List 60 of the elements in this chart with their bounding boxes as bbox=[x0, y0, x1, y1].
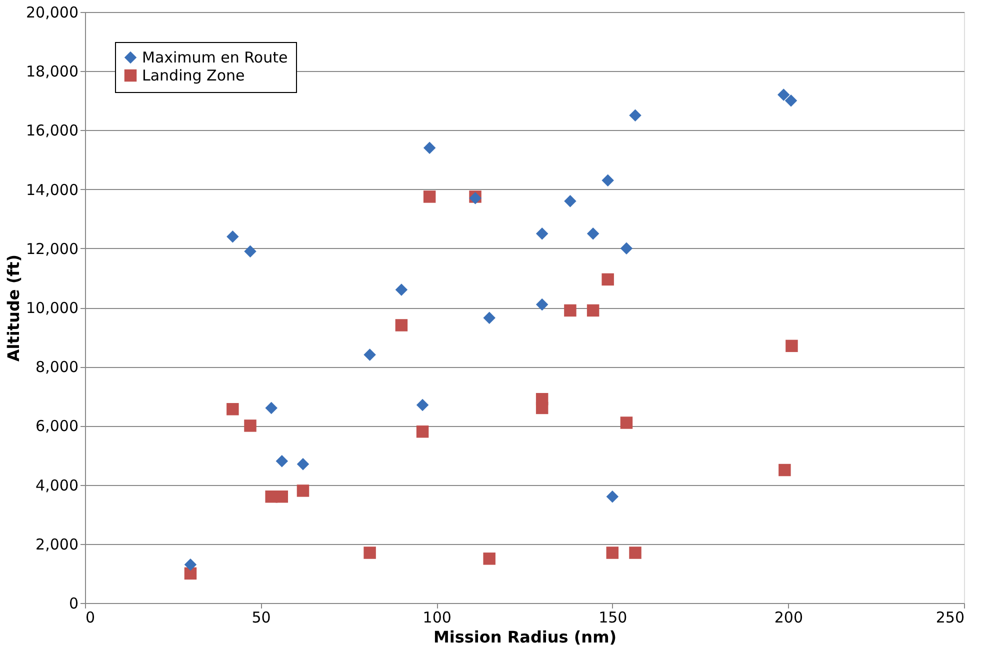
point bbox=[395, 319, 408, 332]
y-tick-label: 12,000 bbox=[26, 240, 78, 258]
point bbox=[564, 304, 576, 317]
point bbox=[564, 194, 576, 208]
point bbox=[602, 174, 614, 187]
y-tick-label: 20,000 bbox=[26, 4, 78, 22]
x-tick-label: 200 bbox=[774, 608, 804, 626]
x-tick-label: 250 bbox=[936, 608, 964, 626]
point bbox=[629, 546, 642, 559]
point bbox=[244, 420, 256, 432]
point bbox=[586, 304, 600, 317]
y-tick-label: 4,000 bbox=[36, 476, 78, 494]
point bbox=[423, 142, 436, 154]
point bbox=[364, 348, 376, 361]
point bbox=[226, 230, 239, 243]
y-axis-title: Altitude (ft) bbox=[4, 254, 24, 362]
point bbox=[536, 402, 548, 414]
y-tick-label: 6,000 bbox=[36, 417, 78, 436]
x-axis-title: Mission Radius (nm) bbox=[433, 628, 617, 646]
y-tick-label: 10,000 bbox=[26, 299, 78, 317]
point bbox=[536, 298, 548, 311]
y-tick-label: 18,000 bbox=[26, 62, 78, 81]
point bbox=[602, 273, 614, 286]
x-tick-label: 100 bbox=[422, 608, 452, 626]
y-tick-label: 0 bbox=[68, 594, 78, 612]
point bbox=[778, 464, 791, 476]
point bbox=[784, 94, 798, 107]
point bbox=[276, 490, 288, 503]
point bbox=[296, 484, 310, 497]
y-tick-label: 8,000 bbox=[36, 358, 78, 376]
legend-label: Maximum en Route bbox=[142, 48, 288, 66]
legend-label: Landing Zone bbox=[142, 66, 245, 84]
point bbox=[620, 242, 633, 255]
x-tick-label: 150 bbox=[598, 608, 628, 626]
y-tick-label: 2,000 bbox=[36, 535, 78, 554]
point bbox=[483, 552, 496, 565]
x-tick-label: 0 bbox=[86, 608, 96, 626]
point bbox=[606, 546, 619, 559]
point bbox=[620, 416, 633, 429]
point bbox=[276, 455, 288, 468]
point bbox=[536, 228, 548, 240]
y-tick-label: 14,000 bbox=[26, 180, 78, 199]
point bbox=[483, 312, 496, 324]
point bbox=[296, 458, 310, 470]
point bbox=[423, 190, 436, 203]
point bbox=[226, 403, 239, 416]
point bbox=[606, 490, 619, 503]
point bbox=[184, 558, 197, 571]
point bbox=[629, 109, 642, 122]
x-tick-label: 50 bbox=[252, 608, 271, 626]
point bbox=[395, 284, 408, 296]
point bbox=[416, 398, 429, 412]
point bbox=[416, 425, 429, 438]
point bbox=[586, 228, 600, 240]
point bbox=[778, 88, 790, 101]
point bbox=[265, 402, 278, 414]
point bbox=[364, 546, 376, 559]
point bbox=[244, 245, 256, 258]
y-tick-label: 16,000 bbox=[26, 122, 78, 140]
point bbox=[786, 340, 798, 352]
